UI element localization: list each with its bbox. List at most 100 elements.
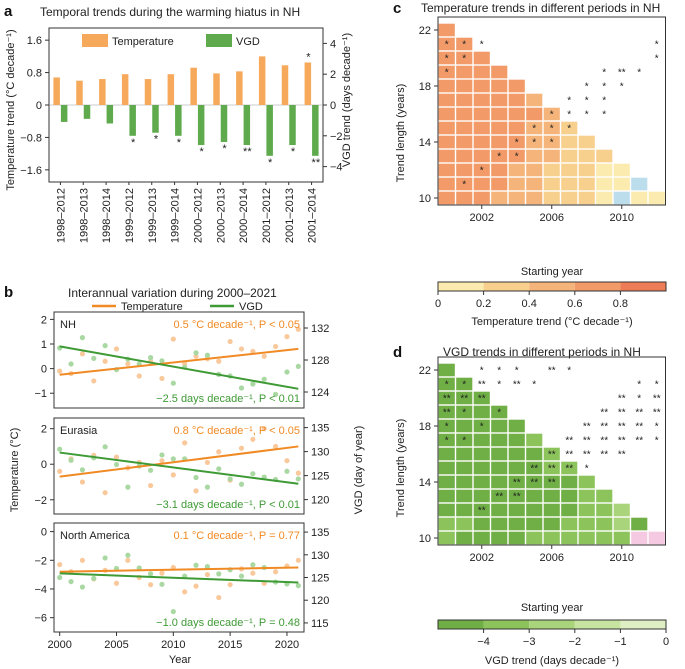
panel-b-temp-point bbox=[102, 490, 108, 496]
panel-a-vgd-sig: ** bbox=[243, 146, 252, 158]
panel-a-ytick-left-label: −1.6 bbox=[20, 165, 42, 177]
panel-b-vgd-point bbox=[250, 562, 256, 568]
panel-b-ytick-right-label: 128 bbox=[311, 355, 329, 367]
panel-b-vgd-point bbox=[91, 355, 97, 361]
d-plot-sig: ** bbox=[548, 478, 556, 489]
panel-c-colorbar-label: Temperature trend (°C decade⁻¹) bbox=[471, 316, 632, 328]
d-plot-cell bbox=[438, 405, 455, 419]
panel-b-vgd-point bbox=[147, 355, 154, 361]
panel-a-vgd-sig: * bbox=[222, 143, 227, 155]
panel-c-title: Temperature trends in different periods … bbox=[421, 1, 660, 15]
d-plot-cell bbox=[613, 503, 630, 517]
panel-a-vgd-bar bbox=[197, 105, 205, 146]
panel-b-vgd-point bbox=[147, 571, 154, 577]
panel-b-ytick-right-label: 125 bbox=[311, 471, 329, 483]
c-plot-cell bbox=[578, 191, 595, 205]
c-plot-cell bbox=[456, 121, 473, 135]
panel-b-ylabel-right: VGD (day of year) bbox=[353, 426, 365, 515]
panel-a-ytick-right-label: 0 bbox=[330, 100, 336, 112]
panel-a-vgd-bar bbox=[106, 105, 114, 124]
d-plot-sig: * bbox=[445, 380, 449, 391]
panel-b-temp-point bbox=[113, 346, 120, 352]
c-plot-sig: * bbox=[637, 68, 641, 79]
panel-a-vgd-sig: * bbox=[154, 134, 159, 146]
panel-b-temp-point bbox=[284, 458, 290, 464]
c-plot-cell bbox=[578, 177, 595, 191]
c-plot-colorbar-tick-label: 0 bbox=[435, 298, 441, 310]
c-plot-cell bbox=[473, 65, 490, 79]
d-plot-sig: * bbox=[655, 422, 659, 433]
panel-b-ytick-left-label: −2 bbox=[34, 495, 47, 507]
panel-a-temp-bar bbox=[53, 77, 60, 105]
d-plot-sig: ** bbox=[530, 478, 538, 489]
c-plot-cell bbox=[526, 163, 543, 177]
d-plot-cell bbox=[526, 531, 543, 545]
panel-a-vgd-sig: * bbox=[177, 137, 182, 149]
c-plot-sig: * bbox=[567, 96, 571, 107]
panel-a-legend-vgd-swatch bbox=[206, 34, 232, 47]
d-plot-colorbar-segment bbox=[483, 620, 530, 629]
panel-b-temp-point bbox=[272, 443, 279, 450]
panel-b-temp-point bbox=[136, 373, 142, 379]
c-plot-cell bbox=[508, 107, 525, 121]
c-plot-cell bbox=[508, 93, 525, 107]
panel-b-subplot-name: Eurasia bbox=[60, 425, 98, 437]
d-plot-cell bbox=[631, 531, 648, 545]
c-plot-cell bbox=[543, 191, 560, 205]
d-plot-sig: * bbox=[655, 436, 659, 447]
c-plot-cell bbox=[631, 177, 648, 191]
d-plot-cell bbox=[578, 475, 595, 489]
panel-b-temp-point bbox=[193, 488, 199, 494]
c-plot-cell bbox=[631, 191, 648, 205]
panel-d-ylabel: Trend length (years) bbox=[395, 419, 407, 518]
d-plot-cell bbox=[438, 377, 455, 391]
c-plot-cell bbox=[456, 37, 473, 51]
panel-b-vgd-point bbox=[147, 467, 154, 473]
c-plot-cell bbox=[438, 121, 455, 135]
d-plot-cell bbox=[491, 517, 508, 531]
d-plot-cell bbox=[613, 531, 630, 545]
d-plot-sig: * bbox=[532, 380, 536, 391]
panel-b-temp-point bbox=[57, 561, 63, 568]
panel-b-temp-point bbox=[250, 436, 256, 442]
d-plot-sig: ** bbox=[583, 422, 591, 433]
d-plot-sig: ** bbox=[600, 450, 608, 461]
d-plot-sig: ** bbox=[618, 450, 626, 461]
c-plot-cell bbox=[473, 135, 490, 149]
panel-b: b Interannual variation during 2000–2021… bbox=[4, 284, 365, 666]
c-plot-cell bbox=[543, 135, 560, 149]
d-plot-sig: ** bbox=[583, 450, 591, 461]
d-plot-sig: ** bbox=[600, 436, 608, 447]
c-plot-sig: * bbox=[550, 110, 554, 121]
d-plot-cell bbox=[473, 503, 490, 517]
panel-a-xtick-label: 2001–2014 bbox=[307, 188, 319, 243]
panel-a-vgd-bar bbox=[152, 105, 159, 133]
panel-b-temp-point bbox=[295, 326, 301, 332]
d-plot-colorbar-tick-label: −4 bbox=[477, 636, 490, 648]
d-plot-sig: * bbox=[637, 380, 641, 391]
c-plot-colorbar-frame bbox=[437, 281, 667, 292]
c-plot-cell bbox=[456, 163, 473, 177]
c-plot-cell bbox=[438, 177, 455, 191]
d-plot-sig: ** bbox=[460, 394, 468, 405]
c-plot-cell bbox=[438, 93, 455, 107]
panel-a-ytick-left-label: 0.8 bbox=[27, 68, 42, 80]
d-plot-cell bbox=[491, 433, 508, 447]
d-plot-sig: * bbox=[480, 366, 484, 377]
d-plot-sig: ** bbox=[618, 436, 626, 447]
panel-a-ytick-right-label: 2 bbox=[330, 69, 336, 81]
d-plot-cell bbox=[543, 447, 560, 461]
c-plot-sig: * bbox=[602, 82, 606, 93]
d-plot-sig: ** bbox=[635, 422, 643, 433]
c-plot-ytick-label: 18 bbox=[419, 81, 431, 93]
panel-b-temp-point bbox=[227, 582, 233, 588]
c-plot-cell bbox=[561, 177, 578, 191]
d-plot-cell bbox=[438, 475, 455, 489]
panel-b-temp-point bbox=[204, 459, 211, 466]
panel-b-temp-point bbox=[250, 570, 256, 576]
panel-b-vgd-point bbox=[295, 363, 301, 369]
panel-b-temp-point bbox=[295, 470, 301, 476]
c-plot-sig: * bbox=[532, 138, 536, 149]
panel-a-temp-sig: * bbox=[306, 51, 311, 63]
c-plot-cell bbox=[508, 149, 525, 163]
